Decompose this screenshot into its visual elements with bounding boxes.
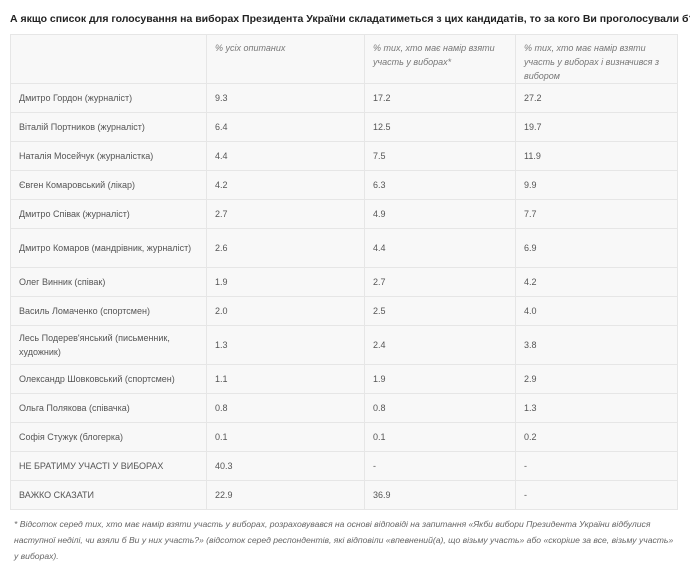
candidate-cell: Олег Винник (співак) <box>10 267 207 297</box>
value-cell: 0.8 <box>364 393 516 423</box>
value-cell: 0.1 <box>206 422 365 452</box>
table-row: Олександр Шовковський (спортсмен) 1.1 1.9 2… <box>10 364 678 394</box>
header-cell: % тих, хто має намір взяти участь у вибо… <box>364 34 516 84</box>
candidate-cell: Євген Комаровський (лікар) <box>10 170 207 200</box>
table-row: Наталія Мосейчук (журналістка) 4.4 7.5 11.9 <box>10 141 678 171</box>
value-cell: 6.9 <box>515 228 678 268</box>
value-cell: 2.9 <box>515 364 678 394</box>
value-cell: 9.9 <box>515 170 678 200</box>
value-cell: - <box>364 451 516 481</box>
value-cell: 6.4 <box>206 112 365 142</box>
value-cell: 2.7 <box>364 267 516 297</box>
candidate-cell: ВАЖКО СКАЗАТИ <box>10 480 207 510</box>
question-title: А якщо список для голосування на виборах… <box>10 13 690 25</box>
value-cell: 2.0 <box>206 296 365 326</box>
value-cell: 1.3 <box>515 393 678 423</box>
value-cell: 22.9 <box>206 480 365 510</box>
value-cell: 3.8 <box>515 325 678 365</box>
table-row: Віталій Портников (журналіст) 6.4 12.5 19.7 <box>10 112 678 142</box>
value-cell: 27.2 <box>515 83 678 113</box>
value-cell: 6.3 <box>364 170 516 200</box>
candidate-cell: Лесь Подерев'янський (письменник, художн… <box>10 325 207 365</box>
value-cell: - <box>515 451 678 481</box>
value-cell: 0.8 <box>206 393 365 423</box>
table-row: Євген Комаровський (лікар) 4.2 6.3 9.9 <box>10 170 678 200</box>
header-cell: % усіх опитаних <box>206 34 365 84</box>
value-cell: - <box>515 480 678 510</box>
candidate-cell: Олександр Шовковський (спортсмен) <box>10 364 207 394</box>
value-cell: 17.2 <box>364 83 516 113</box>
value-cell: 36.9 <box>364 480 516 510</box>
candidate-cell: Дмитро Гордон (журналіст) <box>10 83 207 113</box>
value-cell: 1.1 <box>206 364 365 394</box>
table-row: Ольга Полякова (співачка) 0.8 0.8 1.3 <box>10 393 678 423</box>
candidate-cell: Наталія Мосейчук (журналістка) <box>10 141 207 171</box>
value-cell: 2.6 <box>206 228 365 268</box>
table-row: Софія Стужук (блогерка) 0.1 0.1 0.2 <box>10 422 678 452</box>
candidate-cell: Софія Стужук (блогерка) <box>10 422 207 452</box>
value-cell: 12.5 <box>364 112 516 142</box>
value-cell: 7.7 <box>515 199 678 229</box>
value-cell: 2.7 <box>206 199 365 229</box>
value-cell: 1.9 <box>364 364 516 394</box>
table-row: Дмитро Співак (журналіст) 2.7 4.9 7.7 <box>10 199 678 229</box>
candidate-cell: Віталій Портников (журналіст) <box>10 112 207 142</box>
header-cell <box>10 34 207 84</box>
candidate-cell: Василь Ломаченко (спортсмен) <box>10 296 207 326</box>
value-cell: 7.5 <box>364 141 516 171</box>
value-cell: 19.7 <box>515 112 678 142</box>
value-cell: 4.2 <box>515 267 678 297</box>
results-table: % усіх опитаних % тих, хто має намір взя… <box>10 34 678 510</box>
value-cell: 0.2 <box>515 422 678 452</box>
value-cell: 11.9 <box>515 141 678 171</box>
value-cell: 4.4 <box>206 141 365 171</box>
value-cell: 4.2 <box>206 170 365 200</box>
table-row: Василь Ломаченко (спортсмен) 2.0 2.5 4.0 <box>10 296 678 326</box>
candidate-cell: Дмитро Комаров (мандрівник, журналіст) <box>10 228 207 268</box>
table-row: Дмитро Гордон (журналіст) 9.3 17.2 27.2 <box>10 83 678 113</box>
value-cell: 9.3 <box>206 83 365 113</box>
table-row: ВАЖКО СКАЗАТИ 22.9 36.9- <box>10 480 678 510</box>
value-cell: 2.4 <box>364 325 516 365</box>
value-cell: 2.5 <box>364 296 516 326</box>
value-cell: 40.3 <box>206 451 365 481</box>
footnote: * Відсоток серед тих, хто має намір взят… <box>14 519 674 561</box>
table-header-row: % усіх опитаних % тих, хто має намір взя… <box>10 34 678 84</box>
value-cell: 4.4 <box>364 228 516 268</box>
value-cell: 0.1 <box>364 422 516 452</box>
table-row: НЕ БРАТИМУ УЧАСТІ У ВИБОРАХ 40.3- - <box>10 451 678 481</box>
value-cell: 4.0 <box>515 296 678 326</box>
value-cell: 1.3 <box>206 325 365 365</box>
table-row: Лесь Подерев'янський (письменник, художн… <box>10 325 678 365</box>
candidate-cell: Ольга Полякова (співачка) <box>10 393 207 423</box>
table-row: Олег Винник (співак) 1.9 2.7 4.2 <box>10 267 678 297</box>
candidate-cell: Дмитро Співак (журналіст) <box>10 199 207 229</box>
header-cell: % тих, хто має намір взяти участь у вибо… <box>515 34 678 84</box>
value-cell: 4.9 <box>364 199 516 229</box>
candidate-cell: НЕ БРАТИМУ УЧАСТІ У ВИБОРАХ <box>10 451 207 481</box>
value-cell: 1.9 <box>206 267 365 297</box>
table-row: Дмитро Комаров (мандрівник, журналіст) 2.… <box>10 228 678 268</box>
